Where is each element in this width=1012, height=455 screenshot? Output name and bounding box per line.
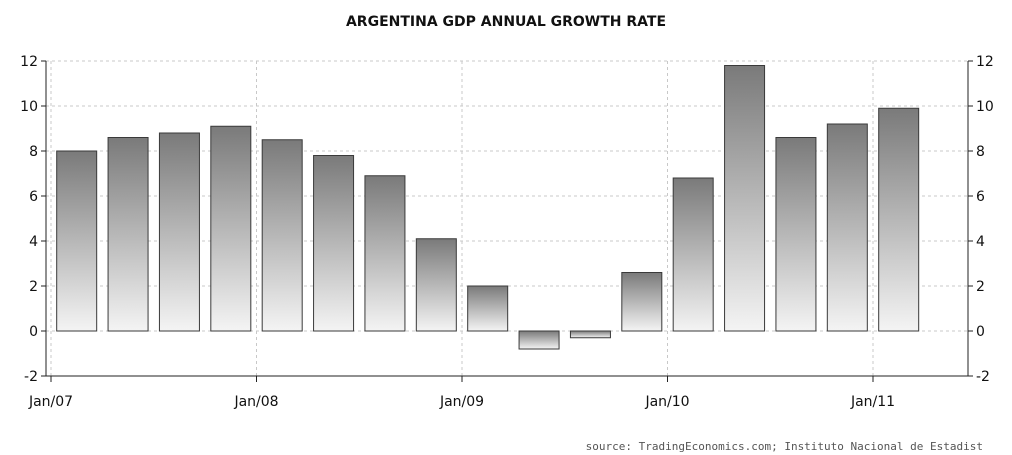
y-tick-label-right: 8 <box>976 144 985 160</box>
bar <box>621 272 663 332</box>
y-tick-label-right: 2 <box>976 279 985 295</box>
bar <box>775 137 817 332</box>
y-tick-label-right: 6 <box>976 189 985 205</box>
bar <box>210 125 252 332</box>
y-tick-label-left: 6 <box>29 189 38 205</box>
bar <box>569 330 611 339</box>
y-tick-label-left: 10 <box>20 99 38 115</box>
y-tick-label-left: 0 <box>29 324 38 340</box>
bar <box>467 285 509 332</box>
y-tick-label-left: 8 <box>29 144 38 160</box>
y-tick-label-right: -2 <box>976 369 990 385</box>
bar <box>107 137 149 332</box>
x-tick-label: Jan/11 <box>850 394 895 410</box>
bar <box>56 150 98 332</box>
x-tick-label: Jan/08 <box>233 394 278 410</box>
bar <box>826 123 868 332</box>
x-tick-label: Jan/09 <box>439 394 484 410</box>
bar <box>415 238 457 332</box>
y-tick-label-left: -2 <box>24 369 38 385</box>
y-tick-label-left: 12 <box>20 54 38 70</box>
bars <box>56 65 920 350</box>
x-tick-label: Jan/10 <box>644 394 689 410</box>
bar <box>313 155 355 332</box>
bar <box>878 107 920 332</box>
axes <box>41 60 973 382</box>
y-tick-label-right: 12 <box>976 54 994 70</box>
bar <box>261 139 303 332</box>
bar <box>724 65 766 332</box>
chart-title: ARGENTINA GDP ANNUAL GROWTH RATE <box>346 14 666 30</box>
y-tick-label-right: 0 <box>976 324 985 340</box>
tick-labels: 12 12 10 10 8 8 6 6 4 4 2 2 0 0 -2 -2 Jan/07 Jan/08 Jan/09… <box>20 54 994 410</box>
y-tick-label-right: 10 <box>976 99 994 115</box>
bar <box>518 330 560 350</box>
y-tick-label-left: 2 <box>29 279 38 295</box>
bar <box>672 177 714 332</box>
y-tick-label-right: 4 <box>976 234 985 250</box>
y-tick-label-left: 4 <box>29 234 38 250</box>
bar <box>158 132 200 332</box>
source-note: source: TradingEconomics.com; Instituto … <box>586 440 983 453</box>
bar <box>364 175 406 332</box>
x-tick-label: Jan/07 <box>28 394 73 410</box>
